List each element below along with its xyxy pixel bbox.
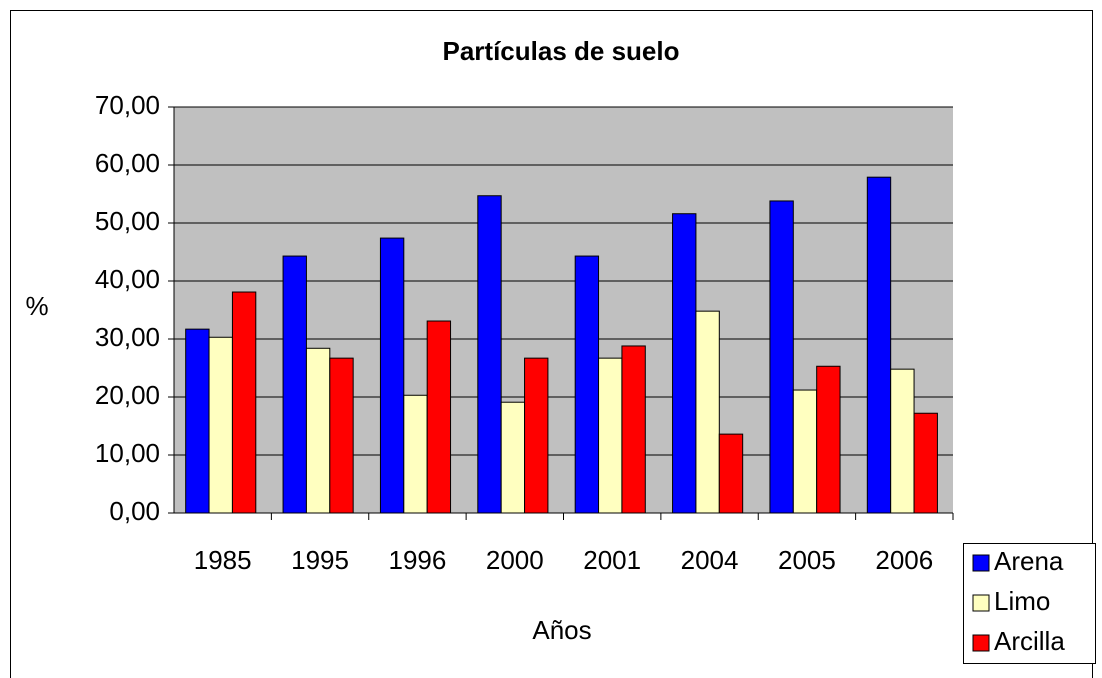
legend-swatch <box>972 634 990 652</box>
bar <box>231 291 257 514</box>
y-tick-label: 50,00 <box>95 206 160 236</box>
bar <box>913 412 938 514</box>
x-tick-label: 2006 <box>875 545 933 575</box>
bar <box>672 213 697 514</box>
legend-swatch <box>972 554 990 572</box>
x-tick-label: 2004 <box>681 545 739 575</box>
bar <box>816 365 841 514</box>
bar <box>403 394 428 514</box>
bar <box>718 433 744 514</box>
x-axis-label: Años <box>532 615 591 645</box>
x-tick-label: 1985 <box>194 545 252 575</box>
x-tick-label: 1995 <box>291 545 349 575</box>
y-tick-label: 30,00 <box>95 322 160 352</box>
legend-label: Arena <box>994 546 1064 576</box>
bar <box>185 328 210 514</box>
bar <box>477 195 502 514</box>
bar <box>769 200 794 514</box>
legend-swatch <box>972 594 990 612</box>
bar <box>426 320 452 514</box>
y-tick-label: 20,00 <box>95 380 160 410</box>
bar <box>379 237 405 514</box>
bar <box>792 389 818 514</box>
legend-label: Limo <box>994 586 1050 616</box>
bar <box>305 347 331 514</box>
bar <box>890 368 915 514</box>
x-tick-label: 1996 <box>389 545 447 575</box>
x-tick-label: 2000 <box>486 545 544 575</box>
x-tick-label: 2001 <box>583 545 641 575</box>
y-tick-label: 60,00 <box>95 148 160 178</box>
bar <box>500 401 526 514</box>
bar <box>282 255 307 514</box>
bar <box>524 357 549 514</box>
bar <box>695 310 720 514</box>
chart-title: Partículas de suelo <box>443 36 680 66</box>
bar <box>621 345 646 514</box>
bar <box>329 357 354 514</box>
bar <box>598 357 623 514</box>
y-tick-label: 70,00 <box>95 90 160 120</box>
y-tick-label: 40,00 <box>95 264 160 294</box>
bar <box>574 255 600 514</box>
legend-label: Arcilla <box>994 626 1065 656</box>
bar <box>208 336 233 514</box>
y-axis-label: % <box>25 291 48 321</box>
bar <box>866 176 892 514</box>
x-tick-label: 2005 <box>778 545 836 575</box>
y-tick-label: 10,00 <box>95 438 160 468</box>
y-tick-label: 0,00 <box>109 496 160 526</box>
